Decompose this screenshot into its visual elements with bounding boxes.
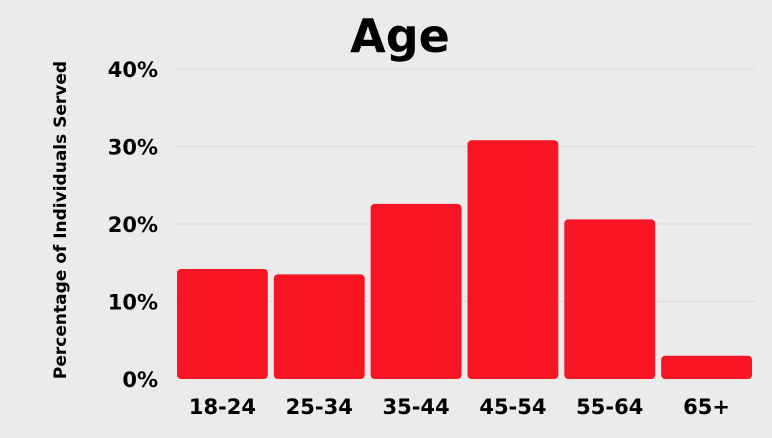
x-axis-ticks: 18-24 25-34 35-44 45-54 55-64 65+ — [189, 395, 730, 419]
x-tick-label: 55-64 — [576, 395, 643, 419]
x-tick-label: 45-54 — [479, 395, 546, 419]
y-tick-label: 0% — [122, 368, 158, 392]
bar-55-64 — [564, 219, 656, 379]
y-tick-label: 20% — [108, 213, 158, 237]
bar-65+ — [661, 355, 752, 379]
y-tick-label: 10% — [108, 291, 158, 315]
x-tick-label: 18-24 — [189, 395, 256, 419]
bar-35-44 — [370, 203, 462, 379]
bar-45-54 — [467, 140, 559, 379]
y-tick-label: 40% — [108, 58, 158, 82]
y-tick-label: 30% — [108, 136, 158, 160]
gridlines — [174, 68, 755, 302]
bars — [177, 140, 752, 379]
chart-title: Age — [350, 9, 450, 63]
x-tick-label: 25-34 — [286, 395, 353, 419]
y-axis-label: Percentage of Individuals Served — [51, 61, 71, 379]
bar-18-24 — [177, 268, 268, 379]
x-tick-label: 35-44 — [382, 395, 449, 419]
y-axis-ticks: 0% 10% 20% 30% 40% — [108, 58, 158, 392]
x-tick-label: 65+ — [683, 395, 730, 419]
bar-25-34 — [273, 274, 365, 379]
